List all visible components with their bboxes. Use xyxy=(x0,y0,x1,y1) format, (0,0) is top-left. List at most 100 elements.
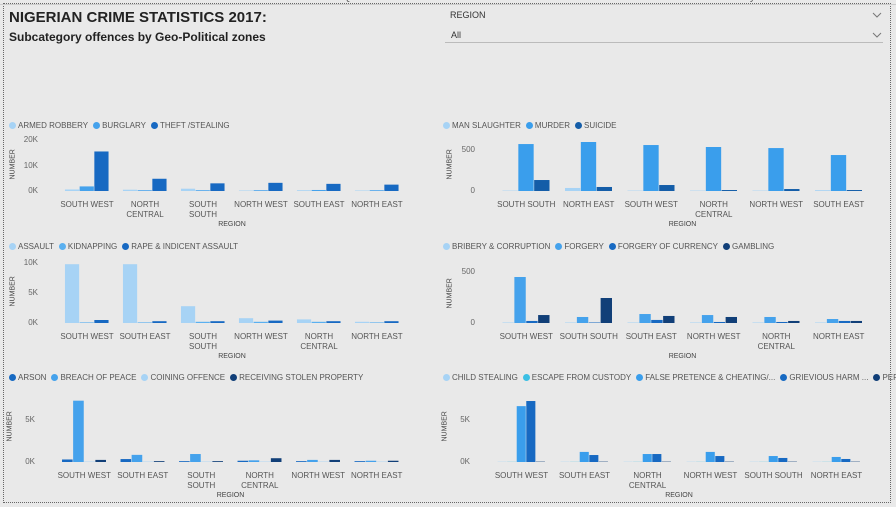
y-axis-title: NUMBER xyxy=(446,148,454,180)
bar xyxy=(180,188,196,191)
bar xyxy=(354,461,366,462)
legend-label: CHILD STEALING xyxy=(452,373,518,382)
x-tick-label: NORTH EAST xyxy=(810,471,863,480)
x-tick-label: SOUTH WEST xyxy=(494,471,549,480)
x-tick-label: SOUTH WEST xyxy=(60,200,114,209)
bar xyxy=(526,320,538,323)
ribbon-tab: Data xyxy=(112,0,133,3)
legend-marker xyxy=(141,374,149,381)
bar xyxy=(152,178,167,191)
legend-item[interactable]: MURDER xyxy=(525,121,570,130)
bar xyxy=(79,186,94,191)
x-tick-label: NORTH CENTRAL xyxy=(757,332,795,351)
bar xyxy=(95,459,106,462)
bar xyxy=(516,406,526,462)
legend-label: ARSON xyxy=(18,373,47,382)
x-tick-label: SOUTH EAST xyxy=(625,332,677,341)
x-tick-label: NORTH CENTRAL xyxy=(126,200,164,219)
legend-item[interactable]: ARSON xyxy=(9,373,46,382)
bar xyxy=(354,190,370,191)
slicer-collapse[interactable] xyxy=(872,11,882,19)
legend-item[interactable]: ASSAULT xyxy=(9,242,54,251)
y-axis-title: NUMBER xyxy=(9,276,17,307)
legend-item[interactable]: GRIEVIOUS HARM ... xyxy=(780,373,868,382)
bar xyxy=(79,322,94,323)
y-tick-label: 5K xyxy=(460,415,470,424)
bar xyxy=(270,458,282,462)
x-axis-title: REGION xyxy=(218,221,246,228)
legend-item[interactable]: BURGLARY xyxy=(93,121,146,130)
bar xyxy=(122,264,138,323)
legend-label: ASSAULT xyxy=(18,242,54,251)
bar xyxy=(238,190,254,191)
bar xyxy=(538,315,550,323)
legend-marker xyxy=(443,374,450,381)
bar xyxy=(784,189,800,191)
bar xyxy=(190,454,201,462)
legend: ARSON BREACH OF PEACE COINING OFFENCE RECEI… xyxy=(9,373,363,382)
legend-item[interactable]: MAN SLAUGHTER xyxy=(443,121,521,130)
bar xyxy=(579,451,589,462)
y-tick-label: 0K xyxy=(28,186,38,195)
bar xyxy=(248,460,260,462)
x-tick-label: SOUTH EAST xyxy=(293,200,345,209)
legend-item[interactable]: CHILD STEALING xyxy=(443,373,518,382)
legend-item[interactable]: COINING OFFENCE xyxy=(141,373,225,382)
legend-item[interactable]: SUICIDE xyxy=(575,121,616,130)
bar xyxy=(705,147,722,191)
bar xyxy=(94,151,109,191)
legend-item[interactable]: RECEIVING STOLEN PROPERTY xyxy=(230,373,363,382)
y-axis-title: NUMBER xyxy=(9,148,17,179)
x-tick-label: SOUTH SOUTH xyxy=(744,471,803,480)
legend-marker xyxy=(9,122,16,129)
legend-item[interactable]: RAPE & INDICENT ASSAULT xyxy=(122,242,238,251)
legend-marker xyxy=(230,374,238,381)
y-axis-title: NUMBER xyxy=(446,278,454,309)
legend-label: FORGERY OF CURRENCY xyxy=(617,242,718,251)
legend-label: GRIEVIOUS HARM ... xyxy=(789,373,869,382)
x-tick-label: SOUTH SOUTH xyxy=(189,200,217,219)
bar xyxy=(384,321,399,323)
legend-label: FORGERY xyxy=(564,242,604,251)
dropdown-arrow xyxy=(872,32,882,38)
bar xyxy=(721,190,737,191)
x-tick-label: NORTH WEST xyxy=(234,332,288,341)
legend-item[interactable]: THEFT /STEALING xyxy=(150,121,230,130)
legend-marker xyxy=(575,122,583,129)
bar xyxy=(296,190,312,191)
slicer-value: All xyxy=(451,30,462,40)
bar xyxy=(705,451,715,462)
legend-item[interactable]: FALSE PRETENCE & CHEATING/... xyxy=(636,373,775,382)
bar xyxy=(253,190,268,191)
bar xyxy=(768,456,778,462)
x-tick-label: SOUTH EAST xyxy=(117,471,169,480)
slicer-dropdown[interactable]: All xyxy=(445,26,883,43)
x-tick-label: NORTH EAST xyxy=(351,200,403,209)
legend: CHILD STEALING ESCAPE FROM CUSTODY FALSE P… xyxy=(443,373,896,382)
legend-item[interactable]: BRIBERY & CORRUPTION xyxy=(443,242,550,251)
legend-item[interactable]: FORGERY OF CURRENCY xyxy=(608,242,718,251)
legend-item[interactable]: KIDNAPPING xyxy=(58,242,117,251)
legend-marker xyxy=(636,374,644,381)
bar xyxy=(152,321,167,323)
y-tick-label: 10K xyxy=(23,160,38,170)
bar xyxy=(296,319,312,323)
x-tick-label: NORTH WEST xyxy=(234,200,288,209)
legend-item[interactable]: FORGERY xyxy=(555,242,604,251)
bar xyxy=(307,459,318,462)
legend-item[interactable]: GAMBLING xyxy=(722,242,774,251)
x-tick-label: NORTH WEST xyxy=(291,471,346,480)
bar xyxy=(369,322,384,323)
bar xyxy=(846,190,862,191)
legend-item[interactable]: BREACH OF PEACE xyxy=(51,373,136,382)
x-tick-label: SOUTH SOUTH xyxy=(187,471,216,490)
legend-item[interactable]: ARMED ROBBERY xyxy=(9,121,88,130)
bar xyxy=(94,320,109,323)
x-tick-label: SOUTH SOUTH xyxy=(189,332,217,351)
bar xyxy=(565,322,577,323)
bar xyxy=(137,190,152,191)
legend-item[interactable]: ESCAPE FROM CUSTODY xyxy=(522,373,631,382)
legend-item[interactable]: PERJURY xyxy=(873,373,896,382)
y-tick-label: 500 xyxy=(461,267,475,276)
